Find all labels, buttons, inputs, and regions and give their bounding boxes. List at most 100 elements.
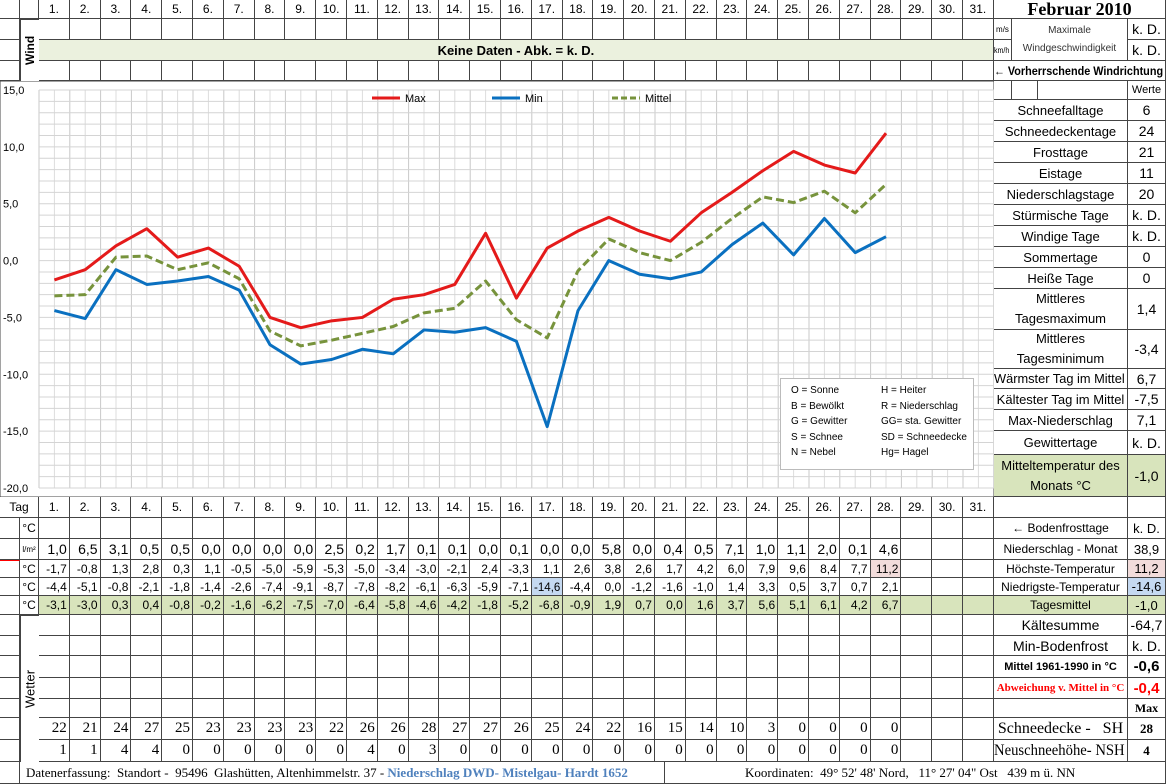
- wind-cell[interactable]: [716, 61, 748, 81]
- weather-cell[interactable]: [562, 678, 594, 699]
- weather-cell[interactable]: [963, 699, 994, 718]
- wind-cell[interactable]: [932, 61, 963, 81]
- weather-cell[interactable]: [501, 678, 532, 699]
- wind-cell[interactable]: [347, 61, 378, 81]
- wind-cell[interactable]: [655, 19, 686, 40]
- wind-cell[interactable]: [593, 61, 625, 81]
- wind-cell[interactable]: [69, 19, 101, 40]
- weather-cell[interactable]: [223, 656, 255, 678]
- weather-cell[interactable]: [254, 699, 286, 718]
- wind-cell[interactable]: [439, 19, 471, 40]
- wind-cell[interactable]: [901, 61, 933, 81]
- wind-cell[interactable]: [39, 19, 70, 40]
- weather-cell[interactable]: [963, 636, 994, 656]
- weather-cell[interactable]: [593, 678, 625, 699]
- weather-cell[interactable]: [655, 615, 686, 636]
- weather-cell[interactable]: [809, 656, 840, 678]
- weather-cell[interactable]: [131, 656, 163, 678]
- weather-cell[interactable]: [439, 636, 471, 656]
- weather-cell[interactable]: [839, 678, 871, 699]
- weather-cell[interactable]: [716, 656, 748, 678]
- weather-cell[interactable]: [685, 636, 717, 656]
- weather-cell[interactable]: [408, 699, 440, 718]
- weather-cell[interactable]: [377, 678, 409, 699]
- weather-cell[interactable]: [593, 699, 625, 718]
- weather-cell[interactable]: [501, 699, 532, 718]
- weather-cell[interactable]: [470, 699, 501, 718]
- weather-cell[interactable]: [870, 636, 902, 656]
- wind-cell[interactable]: [408, 19, 440, 40]
- weather-cell[interactable]: [809, 678, 840, 699]
- wind-cell[interactable]: [162, 19, 193, 40]
- weather-cell[interactable]: [747, 615, 779, 636]
- wind-cell[interactable]: [778, 61, 809, 81]
- weather-cell[interactable]: [223, 615, 255, 636]
- wind-cell[interactable]: [562, 19, 594, 40]
- weather-cell[interactable]: [316, 699, 347, 718]
- weather-cell[interactable]: [100, 699, 132, 718]
- weather-cell[interactable]: [932, 678, 963, 699]
- wind-cell[interactable]: [531, 19, 563, 40]
- wind-cell[interactable]: [439, 61, 471, 81]
- weather-cell[interactable]: [901, 699, 933, 718]
- weather-cell[interactable]: [470, 636, 501, 656]
- wind-cell[interactable]: [655, 61, 686, 81]
- weather-cell[interactable]: [839, 615, 871, 636]
- weather-cell[interactable]: [716, 678, 748, 699]
- wind-cell[interactable]: [778, 19, 809, 40]
- wind-cell[interactable]: [131, 19, 163, 40]
- weather-cell[interactable]: [347, 699, 378, 718]
- weather-cell[interactable]: [655, 678, 686, 699]
- wind-cell[interactable]: [316, 61, 347, 81]
- weather-cell[interactable]: [531, 699, 563, 718]
- weather-cell[interactable]: [932, 636, 963, 656]
- weather-cell[interactable]: [470, 615, 501, 636]
- weather-cell[interactable]: [747, 636, 779, 656]
- wind-cell[interactable]: [470, 61, 501, 81]
- wind-cell[interactable]: [747, 61, 779, 81]
- weather-cell[interactable]: [285, 699, 317, 718]
- wind-cell[interactable]: [839, 19, 871, 40]
- weather-cell[interactable]: [562, 699, 594, 718]
- wind-cell[interactable]: [901, 19, 933, 40]
- wind-cell[interactable]: [131, 61, 163, 81]
- weather-cell[interactable]: [131, 636, 163, 656]
- weather-cell[interactable]: [69, 656, 101, 678]
- weather-cell[interactable]: [100, 678, 132, 699]
- weather-cell[interactable]: [716, 636, 748, 656]
- weather-cell[interactable]: [285, 636, 317, 656]
- weather-cell[interactable]: [285, 656, 317, 678]
- weather-cell[interactable]: [501, 636, 532, 656]
- weather-cell[interactable]: [193, 678, 224, 699]
- wind-cell[interactable]: [39, 61, 70, 81]
- weather-cell[interactable]: [963, 678, 994, 699]
- wind-cell[interactable]: [223, 61, 255, 81]
- weather-cell[interactable]: [408, 615, 440, 636]
- weather-cell[interactable]: [870, 656, 902, 678]
- wind-cell[interactable]: [377, 19, 409, 40]
- weather-cell[interactable]: [932, 615, 963, 636]
- weather-cell[interactable]: [716, 699, 748, 718]
- wind-cell[interactable]: [870, 19, 902, 40]
- weather-cell[interactable]: [624, 678, 655, 699]
- weather-cell[interactable]: [39, 678, 70, 699]
- weather-cell[interactable]: [377, 656, 409, 678]
- weather-cell[interactable]: [39, 636, 70, 656]
- weather-cell[interactable]: [223, 678, 255, 699]
- wind-cell[interactable]: [347, 19, 378, 40]
- weather-cell[interactable]: [131, 678, 163, 699]
- wind-cell[interactable]: [624, 19, 655, 40]
- weather-cell[interactable]: [316, 678, 347, 699]
- wind-cell[interactable]: [809, 19, 840, 40]
- weather-cell[interactable]: [624, 615, 655, 636]
- weather-cell[interactable]: [778, 615, 809, 636]
- weather-cell[interactable]: [347, 615, 378, 636]
- weather-cell[interactable]: [747, 656, 779, 678]
- weather-cell[interactable]: [377, 615, 409, 636]
- weather-cell[interactable]: [593, 636, 625, 656]
- weather-cell[interactable]: [254, 615, 286, 636]
- weather-cell[interactable]: [501, 656, 532, 678]
- weather-cell[interactable]: [162, 699, 193, 718]
- weather-cell[interactable]: [193, 636, 224, 656]
- weather-cell[interactable]: [69, 615, 101, 636]
